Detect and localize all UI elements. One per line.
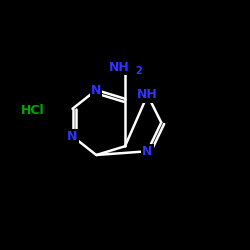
Text: NH: NH xyxy=(137,88,158,102)
Text: N: N xyxy=(67,130,78,143)
Text: N: N xyxy=(142,145,153,158)
Text: 2: 2 xyxy=(136,66,142,76)
Text: N: N xyxy=(91,84,102,96)
Text: HCl: HCl xyxy=(21,104,44,117)
Text: NH: NH xyxy=(108,61,129,74)
